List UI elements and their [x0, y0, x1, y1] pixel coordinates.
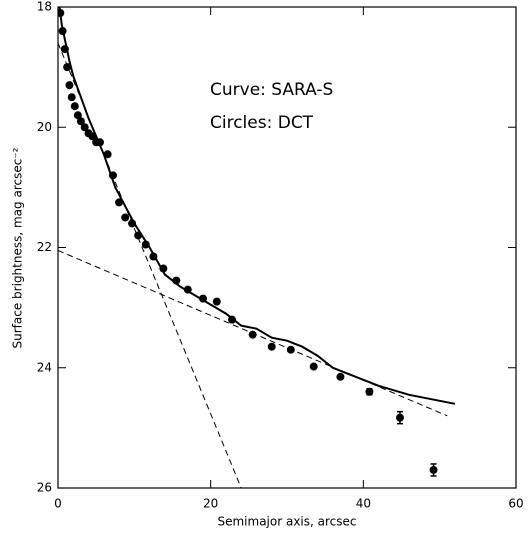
data-point [128, 219, 137, 228]
annotation: Curve: SARA-S [210, 80, 333, 100]
model-curve [58, 7, 456, 405]
data-point [70, 102, 79, 111]
data-point [58, 9, 65, 18]
data-point [365, 387, 374, 396]
data-point [212, 297, 221, 306]
data-point [336, 372, 345, 381]
data-point [429, 465, 438, 474]
x-axis-label: Semimajor axis, arcsec [217, 515, 356, 529]
annotation: Circles: DCT [210, 113, 314, 133]
x-tick-label: 60 [508, 497, 523, 511]
y-axis-label: Surface brightness, mag arcsec⁻² [11, 147, 25, 348]
data-point [141, 240, 150, 249]
data-point [73, 111, 82, 120]
data-point [80, 123, 89, 132]
data-point [267, 342, 276, 351]
data-point [108, 171, 117, 180]
y-tick-label: 24 [37, 360, 52, 374]
data-point [228, 315, 237, 324]
data-point [199, 294, 208, 303]
data-point [121, 213, 130, 222]
data-point [309, 362, 318, 371]
data-point [103, 150, 112, 159]
data-point [67, 93, 76, 102]
x-tick-label: 20 [203, 497, 218, 511]
y-tick-label: 26 [37, 481, 52, 495]
x-tick-label: 40 [356, 497, 371, 511]
data-point [134, 231, 143, 240]
data-point [149, 252, 158, 261]
data-point [65, 81, 74, 90]
data-point [60, 45, 69, 54]
data-point [63, 63, 72, 72]
data-point [159, 264, 168, 273]
data-point [115, 198, 124, 207]
x-tick-label: 0 [54, 497, 62, 511]
data-point [183, 285, 192, 294]
y-tick-label: 20 [37, 120, 52, 134]
data-point [58, 27, 67, 36]
data-point [248, 330, 257, 339]
data-point [95, 138, 104, 147]
data-point [76, 117, 85, 126]
data-point [172, 276, 181, 285]
data-point [286, 345, 295, 354]
data-point [88, 132, 97, 141]
data-point [395, 413, 404, 422]
y-tick-label: 18 [37, 0, 52, 14]
y-tick-label: 22 [37, 240, 52, 254]
